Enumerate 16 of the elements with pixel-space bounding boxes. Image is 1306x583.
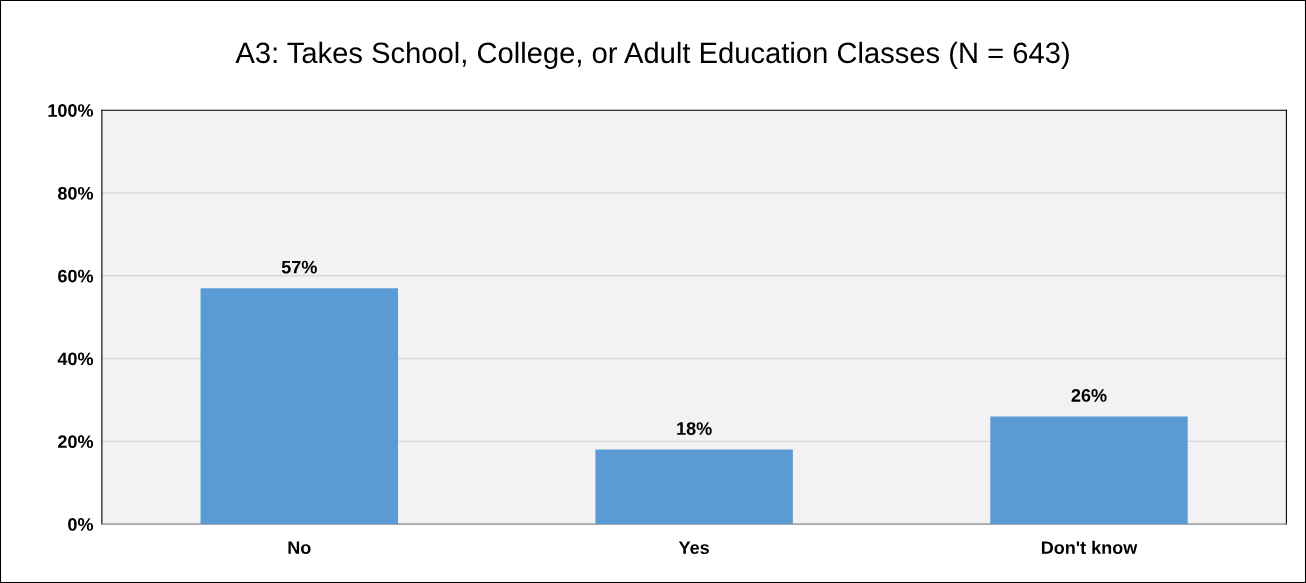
bar — [200, 288, 398, 525]
y-tick-label: 40% — [57, 352, 94, 366]
y-tick-label: 20% — [58, 435, 94, 449]
chart-title: A3: Takes School, College, or Adult Education Classes (N = 643) — [235, 41, 1069, 69]
data-label: 57% — [281, 260, 317, 274]
data-label: 18% — [677, 422, 712, 435]
data-label: 26% — [1071, 389, 1107, 402]
bar — [595, 449, 793, 525]
bar — [990, 416, 1188, 525]
x-tick-label: No — [288, 541, 311, 555]
x-tick-label: Don't know — [1041, 540, 1138, 555]
y-tick-label: 80% — [57, 186, 94, 200]
y-tick-label: 60% — [58, 269, 94, 283]
x-tick-label: Yes — [678, 541, 709, 555]
y-tick-label: 100% — [48, 104, 94, 117]
y-tick-label: 0% — [68, 518, 94, 531]
